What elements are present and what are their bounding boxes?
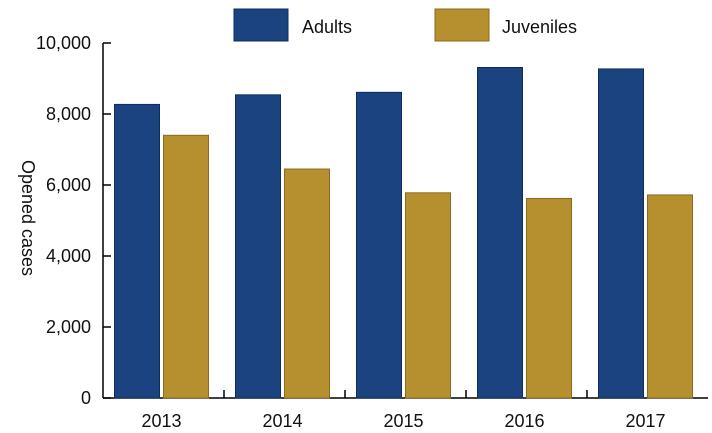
x-tick-label: 2014 [262, 411, 302, 431]
y-tick-label: 2,000 [46, 317, 91, 337]
bar-juveniles-2016 [526, 197, 572, 399]
x-tick-label: 2017 [625, 411, 665, 431]
x-tick-label: 2016 [504, 411, 544, 431]
x-tick-label: 2015 [383, 411, 423, 431]
bar-adults-2017 [598, 68, 644, 399]
y-tick-label: 4,000 [46, 246, 91, 266]
legend-label-adults: Adults [302, 17, 352, 37]
y-tick-label: 10,000 [36, 33, 91, 53]
legend-swatch-juveniles [434, 8, 490, 42]
y-axis-label: Opened cases [18, 160, 38, 276]
legend: Adults Juveniles [233, 8, 577, 42]
bar-juveniles-2014 [284, 168, 330, 399]
bar-juveniles-2017 [647, 194, 693, 399]
bar-adults-2016 [477, 66, 523, 399]
legend-swatch-adults [233, 8, 289, 42]
x-tick-label: 2013 [141, 411, 181, 431]
bar-juveniles-2015 [405, 192, 451, 399]
bar-adults-2013 [114, 103, 160, 399]
bar-adults-2014 [235, 94, 281, 399]
legend-label-juveniles: Juveniles [502, 17, 577, 37]
y-tick-label: 8,000 [46, 104, 91, 124]
bar-adults-2015 [356, 91, 402, 399]
y-tick-label: 6,000 [46, 175, 91, 195]
y-axis-ticks: 0 2,000 4,000 6,000 8,000 10,000 [36, 33, 111, 408]
bar-juveniles-2013 [163, 134, 209, 399]
y-tick-label: 0 [81, 388, 91, 408]
bars [114, 66, 693, 399]
x-axis-ticks: 2013 2014 2015 2016 2017 [141, 390, 666, 431]
